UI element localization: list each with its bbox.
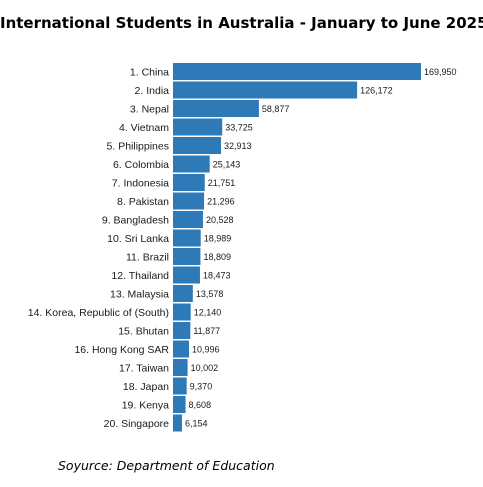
value-label: 169,950 bbox=[424, 67, 457, 77]
value-label: 13,578 bbox=[196, 289, 224, 299]
category-label: 3. Nepal bbox=[130, 104, 169, 116]
bar bbox=[173, 100, 259, 117]
bars-group: 1. China 169,950 2. India 126,172 3. Nepal 58… bbox=[28, 63, 457, 432]
category-label: 10. Sri Lanka bbox=[107, 233, 169, 245]
chart-title: International Students in Australia - Ja… bbox=[0, 14, 483, 32]
bar bbox=[173, 155, 210, 173]
value-label: 32,913 bbox=[224, 141, 252, 151]
value-label: 10,996 bbox=[192, 345, 220, 355]
bar bbox=[173, 137, 222, 154]
bar bbox=[173, 192, 205, 210]
source-note: Soyurce: Department of Education bbox=[58, 458, 275, 473]
bar bbox=[173, 248, 201, 265]
value-label: 25,143 bbox=[213, 160, 241, 170]
category-label: 9. Bangladesh bbox=[102, 215, 169, 227]
bar bbox=[173, 211, 203, 228]
category-label: 5. Philippines bbox=[107, 141, 169, 153]
value-label: 18,989 bbox=[204, 234, 232, 244]
bar bbox=[173, 377, 187, 395]
value-label: 33,725 bbox=[225, 123, 253, 133]
bar bbox=[173, 174, 205, 191]
value-label: 126,172 bbox=[360, 86, 393, 96]
bar bbox=[173, 359, 188, 376]
value-label: 20,528 bbox=[206, 215, 234, 225]
value-label: 21,296 bbox=[207, 197, 235, 207]
category-label: 16. Hong Kong SAR bbox=[74, 344, 169, 356]
category-label: 6. Colombia bbox=[113, 159, 169, 171]
value-label: 18,809 bbox=[203, 252, 231, 262]
bar bbox=[173, 414, 182, 432]
value-label: 6,154 bbox=[185, 419, 208, 429]
category-label: 20. Singapore bbox=[104, 418, 170, 430]
category-label: 4. Vietnam bbox=[119, 122, 169, 134]
value-label: 8,608 bbox=[189, 400, 212, 410]
bar bbox=[173, 285, 193, 302]
category-label: 19. Kenya bbox=[122, 400, 169, 412]
category-label: 14. Korea, Republic of (South) bbox=[28, 307, 169, 319]
category-label: 13. Malaysia bbox=[110, 289, 169, 301]
bar bbox=[173, 340, 190, 358]
bar bbox=[173, 396, 186, 413]
value-label: 12,140 bbox=[194, 308, 222, 318]
category-label: 15. Bhutan bbox=[118, 326, 169, 338]
category-label: 7. Indonesia bbox=[112, 178, 169, 190]
value-label: 21,751 bbox=[208, 178, 236, 188]
value-label: 9,370 bbox=[190, 382, 213, 392]
bar bbox=[173, 229, 201, 247]
bar bbox=[173, 81, 358, 99]
value-label: 10,002 bbox=[191, 363, 219, 373]
value-label: 58,877 bbox=[262, 104, 290, 114]
bar bbox=[173, 63, 421, 80]
bar bbox=[173, 118, 223, 136]
bar bbox=[173, 303, 191, 321]
value-label: 18,473 bbox=[203, 271, 231, 281]
bar bbox=[173, 266, 200, 284]
bar bbox=[173, 322, 191, 339]
category-label: 8. Pakistan bbox=[117, 196, 169, 208]
category-label: 12. Thailand bbox=[111, 270, 169, 282]
category-label: 1. China bbox=[130, 67, 169, 79]
value-label: 11,877 bbox=[193, 326, 220, 336]
category-label: 2. India bbox=[135, 85, 170, 97]
category-label: 11. Brazil bbox=[126, 252, 169, 264]
category-label: 17. Taiwan bbox=[119, 363, 169, 375]
category-label: 18. Japan bbox=[123, 381, 169, 393]
